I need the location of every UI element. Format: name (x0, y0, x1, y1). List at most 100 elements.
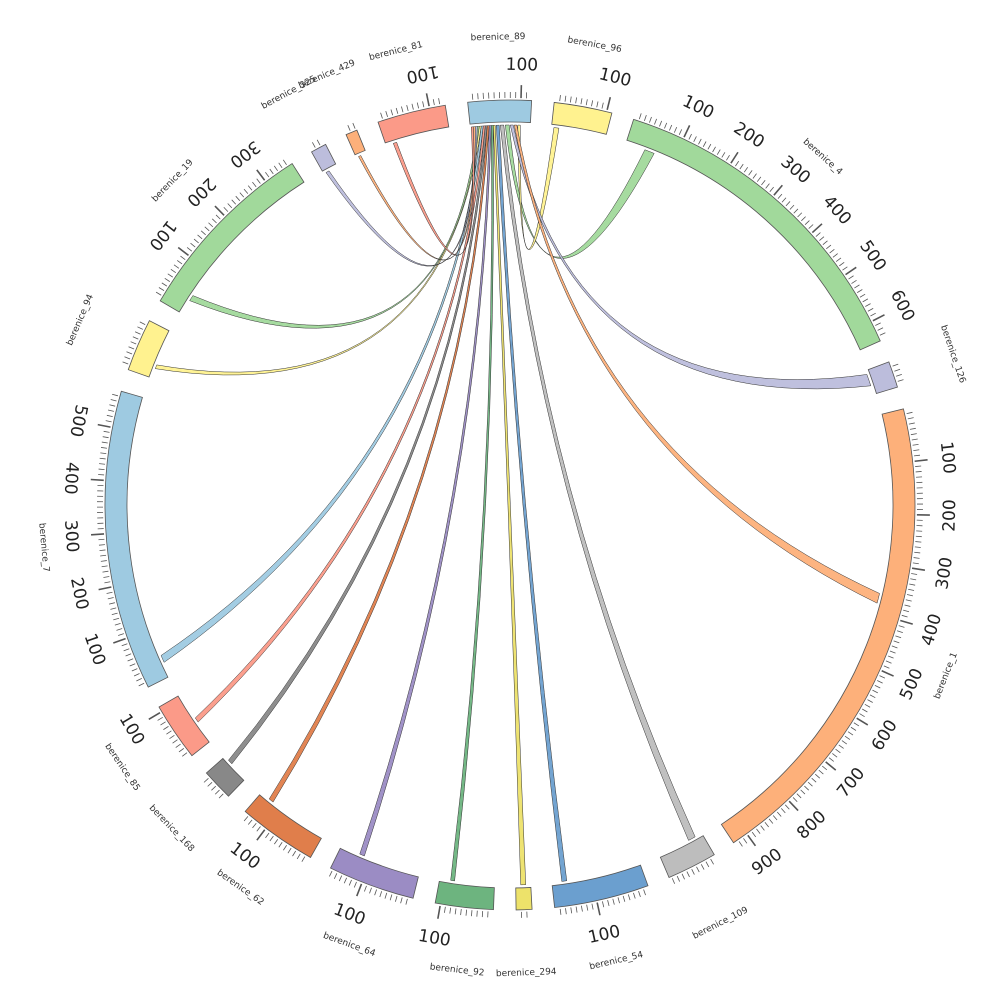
minor-tick (738, 841, 743, 847)
segment-berenice-85 (158, 695, 210, 757)
minor-tick (796, 793, 802, 799)
minor-tick (898, 625, 905, 628)
minor-tick (98, 468, 105, 470)
minor-tick (698, 138, 702, 145)
minor-tick (235, 195, 241, 201)
minor-tick (121, 643, 128, 647)
link-ribbon (325, 126, 478, 267)
minor-tick (735, 160, 740, 167)
minor-tick (591, 903, 594, 910)
minor-tick (887, 655, 894, 659)
minor-tick (859, 713, 865, 718)
minor-tick (161, 282, 168, 287)
minor-tick (338, 875, 343, 882)
tick-label: 200 (730, 118, 768, 152)
minor-tick (170, 268, 177, 274)
minor-tick (247, 819, 253, 825)
minor-tick (841, 740, 848, 745)
minor-tick (353, 881, 357, 888)
minor-tick (252, 822, 257, 829)
minor-tick (765, 183, 770, 189)
minor-tick (471, 93, 474, 100)
minor-tick (190, 242, 196, 248)
minor-tick (316, 139, 321, 146)
minor-tick (243, 816, 249, 822)
minor-tick (776, 811, 782, 817)
minor-tick (107, 409, 115, 412)
segment-berenice-429 (345, 129, 366, 156)
minor-tick (211, 785, 217, 791)
major-tick (113, 637, 126, 644)
minor-tick (570, 907, 573, 914)
minor-tick (100, 452, 107, 454)
minor-tick (761, 180, 766, 186)
minor-tick (118, 633, 124, 636)
minor-tick (760, 825, 765, 831)
minor-tick (208, 222, 214, 228)
minor-tick (839, 262, 845, 267)
tick-label: 700 (833, 764, 869, 802)
link-ribbon (509, 124, 872, 390)
minor-tick (702, 141, 707, 147)
segment-label-berenice-7: berenice_7 (36, 523, 50, 573)
links-layer (154, 124, 880, 886)
tick-label: 100 (936, 440, 959, 474)
major-tick (177, 246, 189, 257)
minor-tick (347, 125, 351, 131)
minor-tick (136, 678, 142, 682)
minor-tick (688, 133, 692, 140)
major-tick (747, 834, 757, 847)
link-ribbon (513, 124, 880, 604)
major-tick (911, 567, 926, 571)
minor-tick (700, 864, 705, 870)
minor-tick (768, 818, 774, 824)
minor-tick (204, 226, 210, 232)
minor-tick (602, 901, 605, 908)
minor-tick (364, 885, 367, 892)
minor-tick (269, 835, 274, 842)
minor-tick (352, 122, 356, 129)
minor-tick (864, 703, 871, 708)
minor-tick (432, 99, 435, 106)
minor-tick (910, 433, 917, 436)
minor-tick (575, 906, 578, 913)
minor-tick (818, 769, 824, 775)
link-ribbon (160, 125, 484, 663)
link-ribbon (517, 124, 560, 250)
minor-tick (138, 682, 145, 687)
minor-tick (659, 120, 663, 127)
minor-tick (838, 744, 844, 749)
minor-tick (601, 102, 604, 109)
minor-tick (256, 178, 261, 184)
minor-tick (870, 312, 876, 317)
link-ribbon (492, 125, 526, 886)
tick-label: 500 (855, 237, 890, 275)
major-tick (90, 478, 104, 482)
tick-label: 500 (896, 665, 927, 703)
minor-tick (862, 298, 869, 303)
minor-tick (379, 891, 383, 898)
minor-tick (265, 172, 270, 178)
minor-tick (405, 898, 408, 905)
segment-berenice-4 (626, 118, 881, 351)
minor-tick (390, 109, 394, 116)
minor-tick (239, 192, 245, 198)
minor-tick (877, 327, 884, 331)
minor-tick (867, 308, 874, 312)
minor-tick (893, 640, 900, 644)
minor-tick (885, 660, 892, 664)
minor-tick (122, 361, 129, 365)
link-ribbon (268, 125, 490, 803)
minor-tick (908, 588, 915, 591)
minor-tick (106, 591, 113, 594)
minor-tick (807, 781, 813, 787)
minor-tick (586, 904, 589, 911)
minor-tick (180, 255, 186, 261)
minor-tick (449, 907, 452, 914)
minor-tick (160, 721, 166, 726)
link-ribbon (392, 126, 475, 256)
minor-tick (832, 753, 838, 758)
tick-label: 100 (679, 91, 717, 123)
segment-berenice-1 (720, 408, 916, 844)
minor-tick (848, 275, 854, 280)
